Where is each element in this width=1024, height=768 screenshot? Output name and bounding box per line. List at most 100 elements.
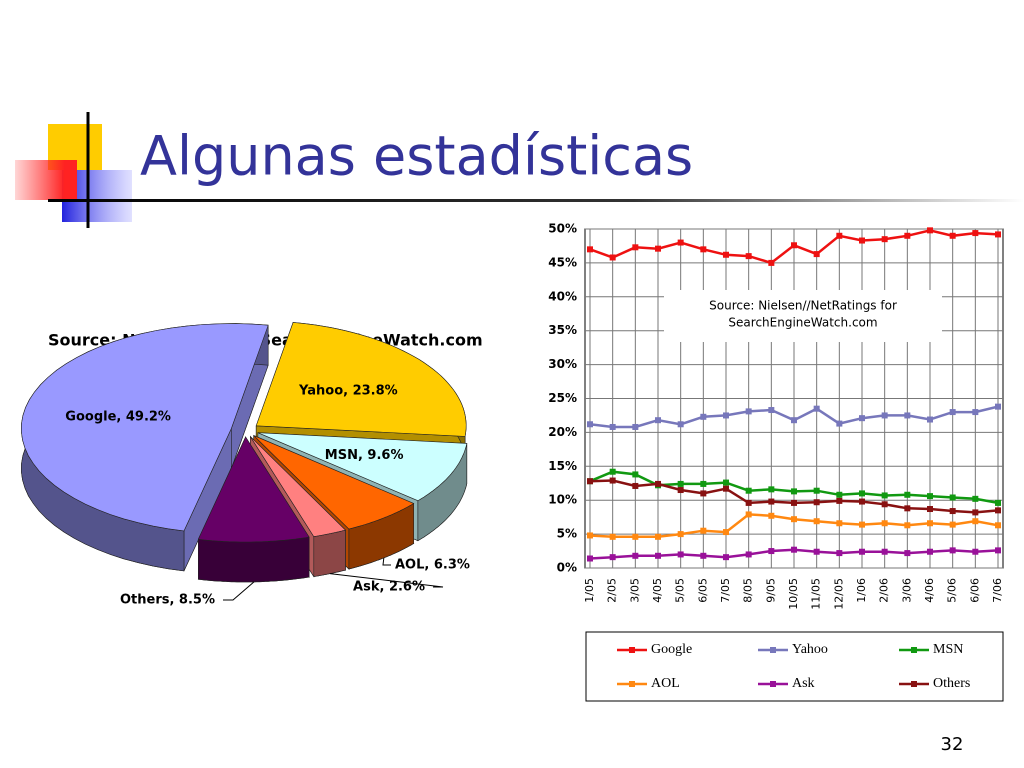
annotation: SearchEngineWatch.com: [728, 316, 877, 330]
point-marker: [859, 237, 865, 244]
point-marker: [995, 507, 1001, 514]
point-marker: [745, 253, 752, 260]
legend-marker: [629, 681, 635, 687]
legend-label: MSN: [933, 642, 963, 657]
slice-wall: [198, 536, 310, 583]
legend-marker: [770, 647, 776, 653]
legend-marker: [629, 647, 635, 653]
y-tick-label: 40%: [548, 289, 577, 303]
legend-label: Yahoo: [792, 642, 828, 657]
legend-label: Ask: [792, 676, 815, 691]
point-marker: [677, 551, 684, 558]
point-marker: [587, 532, 593, 539]
point-marker: [859, 415, 865, 422]
point-marker: [587, 478, 593, 485]
legend-box: [585, 631, 1004, 702]
point-marker: [836, 420, 843, 427]
slice: [250, 436, 347, 537]
y-tick-label: 25%: [548, 391, 577, 405]
point-marker: [972, 495, 979, 502]
point-marker: [655, 245, 661, 252]
legend-label: Google: [651, 642, 692, 657]
point-marker: [813, 405, 820, 412]
point-marker: [881, 412, 888, 419]
point-marker: [949, 521, 956, 528]
point-marker: [723, 529, 729, 536]
point-marker: [859, 498, 865, 505]
x-tick-label: 2/05: [606, 578, 619, 603]
point-marker: [813, 499, 820, 506]
point-marker: [836, 491, 843, 498]
point-marker: [723, 412, 729, 419]
point-marker: [859, 490, 865, 497]
point-marker: [768, 486, 775, 493]
point-marker: [904, 550, 911, 557]
point-marker: [995, 522, 1001, 529]
x-tick-label: 5/05: [674, 578, 687, 603]
point-marker: [632, 471, 639, 478]
point-marker: [972, 509, 979, 516]
point-marker: [768, 548, 775, 555]
x-tick-label: 1/05: [583, 578, 596, 603]
point-marker: [881, 236, 888, 243]
point-marker: [813, 518, 820, 525]
point-marker: [768, 259, 775, 266]
leader-line: [223, 581, 255, 601]
point-marker: [632, 244, 639, 251]
point-marker: [609, 468, 616, 475]
point-marker: [655, 552, 661, 559]
point-marker: [791, 516, 797, 523]
slice: [21, 323, 269, 532]
point-marker: [836, 232, 843, 239]
y-tick-label: 30%: [548, 357, 577, 371]
leader-line: [382, 557, 391, 566]
point-marker: [995, 499, 1001, 506]
slice-wall: [313, 529, 346, 577]
point-marker: [655, 533, 661, 540]
point-marker: [587, 555, 593, 562]
point-marker: [859, 521, 865, 528]
x-tick-label: 5/06: [946, 578, 959, 603]
x-tick-label: 4/06: [923, 578, 936, 603]
point-marker: [745, 408, 752, 415]
point-marker: [791, 499, 797, 506]
point-marker: [700, 552, 707, 559]
point-marker: [609, 254, 616, 261]
y-tick-label: 20%: [548, 425, 577, 439]
x-tick-label: 2/06: [878, 578, 891, 603]
point-marker: [655, 417, 661, 424]
point-marker: [972, 548, 979, 555]
point-marker: [745, 487, 752, 494]
point-marker: [587, 246, 593, 253]
point-marker: [723, 251, 729, 258]
point-marker: [927, 416, 933, 423]
slice-label: Ask, 2.6%: [353, 580, 425, 595]
y-tick-label: 45%: [548, 255, 577, 269]
point-marker: [768, 498, 775, 505]
annotation: Source: Nielsen//NetRatings for: [709, 299, 897, 313]
point-marker: [949, 547, 956, 554]
slice-label: Google, 49.2%: [65, 410, 171, 425]
y-tick-label: 50%: [548, 222, 577, 236]
x-tick-label: 11/05: [810, 578, 823, 610]
pie-chart: Source: NetRatings for SearchEngineWatch…: [21, 322, 483, 608]
slice-label: Others, 8.5%: [120, 593, 215, 608]
point-marker: [927, 548, 933, 555]
x-tick-label: 7/06: [991, 578, 1004, 603]
slice: [253, 435, 415, 530]
point-marker: [927, 227, 933, 234]
point-marker: [768, 512, 775, 519]
point-marker: [723, 554, 729, 561]
x-tick-label: 1/06: [855, 578, 868, 603]
point-marker: [723, 485, 729, 492]
point-marker: [972, 409, 979, 416]
x-tick-label: 10/05: [787, 578, 800, 610]
annotation-box: [664, 290, 942, 342]
point-marker: [587, 421, 593, 428]
x-tick-label: 8/05: [742, 578, 755, 603]
point-marker: [677, 239, 684, 246]
point-marker: [791, 488, 797, 495]
point-marker: [927, 506, 933, 513]
